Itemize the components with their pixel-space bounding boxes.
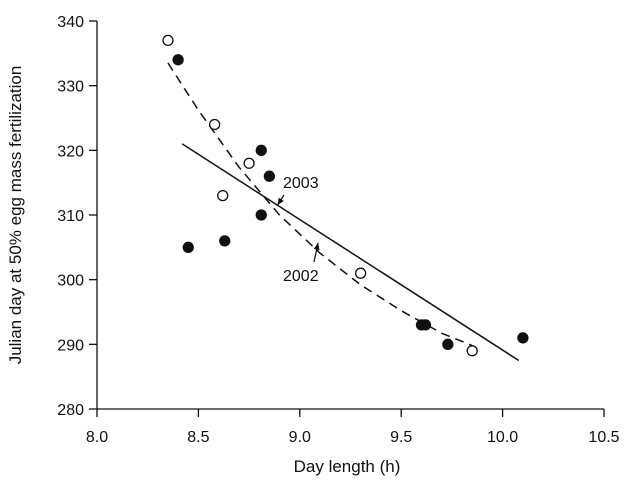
data-point-2002 <box>255 144 267 156</box>
y-tick-label: 310 <box>57 208 84 225</box>
data-point-2002 <box>255 209 267 221</box>
data-point-2002 <box>219 235 231 247</box>
y-tick-label: 320 <box>57 143 84 160</box>
data-point-2003 <box>354 267 367 279</box>
x-tick-label: 8.0 <box>86 429 108 446</box>
data-points <box>162 34 529 357</box>
x-tick-label: 10.0 <box>487 429 518 446</box>
data-point-2003 <box>208 118 221 131</box>
y-tick-label: 290 <box>57 337 84 354</box>
data-point-2002 <box>442 338 454 350</box>
data-point-2002 <box>172 54 184 66</box>
data-point-2003 <box>162 34 174 47</box>
data-point-2002 <box>182 241 194 253</box>
annotation-arrowhead-2002 <box>313 242 320 251</box>
annotation-label-2003: 2003 <box>283 175 319 192</box>
y-tick-label: 330 <box>57 79 84 96</box>
data-point-2003 <box>243 157 255 169</box>
y-tick-label: 340 <box>57 14 84 31</box>
fit-line-2002 <box>181 143 520 362</box>
axes: 280 290 300 310 320 330 340 8.0 8.5 9.0 9.5 10.0 10.… <box>57 14 619 446</box>
annotations: 2003 2002 <box>276 175 320 285</box>
annotation-arrowhead-2003 <box>277 197 284 206</box>
x-tick-label: 10.5 <box>588 429 619 446</box>
x-axis-label: Day length (h) <box>294 457 401 476</box>
x-tick-label: 9.5 <box>390 429 412 446</box>
data-point-2002 <box>263 170 276 182</box>
data-point-2003 <box>466 345 478 357</box>
annotation-label-2002: 2002 <box>283 268 319 285</box>
fit-lines <box>167 62 520 362</box>
x-tick-label: 9.0 <box>289 429 311 446</box>
data-point-2003 <box>217 189 229 202</box>
y-axis-label: Julian day at 50% egg mass fertilization <box>6 66 25 365</box>
data-point-2002 <box>419 319 432 331</box>
fit-line-2003 <box>167 62 473 347</box>
y-tick-label: 300 <box>57 273 84 290</box>
x-tick-label: 8.5 <box>187 429 209 446</box>
data-point-2002 <box>517 332 529 344</box>
y-tick-label: 280 <box>57 402 84 419</box>
